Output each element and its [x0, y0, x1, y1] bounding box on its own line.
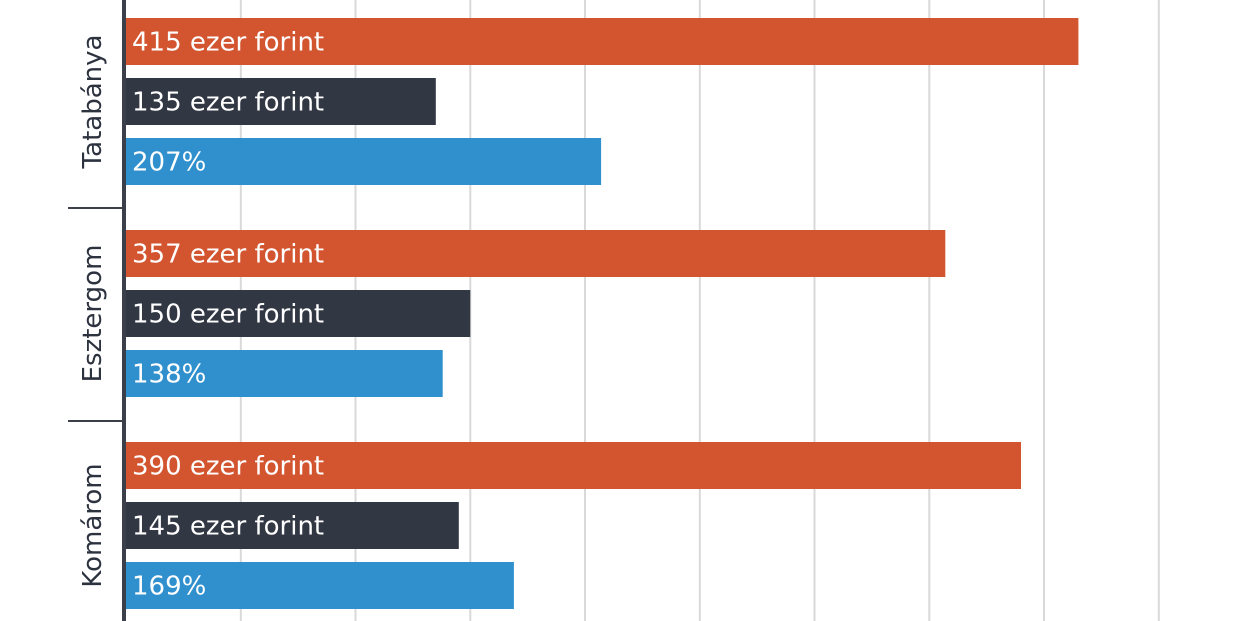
bar-value-label: 135 ezer forint [132, 88, 324, 118]
bar [126, 78, 436, 125]
bar-value-label: 390 ezer forint [132, 452, 324, 482]
bar-value-label: 145 ezer forint [132, 512, 324, 542]
bar [126, 350, 443, 397]
bar-value-label: 150 ezer forint [132, 300, 324, 330]
bar-value-label: 207% [132, 148, 206, 178]
bar-value-label: 357 ezer forint [132, 240, 324, 270]
bar [126, 138, 602, 185]
bar [126, 290, 471, 337]
bar-value-label: 415 ezer forint [132, 28, 324, 58]
group-label: Tatabánya [78, 35, 108, 170]
group-label: Esztergom [78, 245, 108, 383]
group-labels: Tatabánya Esztergom Komárom [68, 35, 124, 588]
group-label: Komárom [78, 463, 108, 587]
bar [126, 562, 514, 609]
bar-value-label: 169% [132, 572, 206, 602]
bar [126, 18, 1079, 65]
bar-value-label: 138% [132, 360, 206, 390]
bar [126, 230, 946, 277]
bar-labels: 415 ezer forint 135 ezer forint 207% 357 ez… [132, 28, 324, 602]
bars [126, 18, 1079, 609]
bar [126, 502, 459, 549]
bar [126, 442, 1021, 489]
